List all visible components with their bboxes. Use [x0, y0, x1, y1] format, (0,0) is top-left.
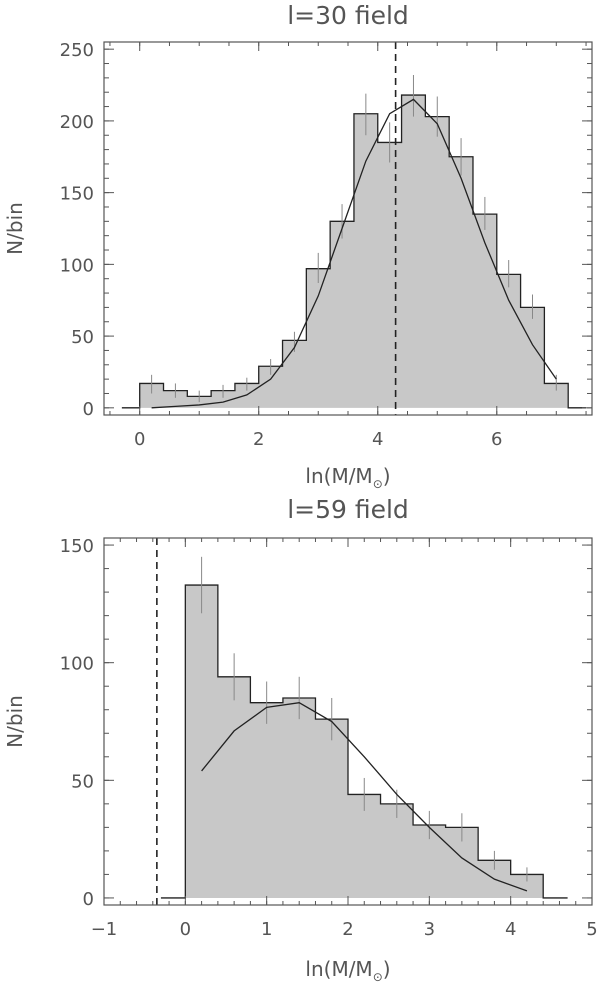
- y-tick-label: 0: [83, 889, 94, 910]
- x-axis-label-close: ): [383, 464, 391, 488]
- y-tick-label: 50: [71, 771, 94, 792]
- chart-title: l=30 field: [287, 1, 409, 30]
- x-tick-label: 1: [261, 919, 272, 940]
- x-tick-label: −1: [91, 919, 118, 940]
- x-axis-label-close: ): [383, 957, 391, 981]
- x-tick-label: 5: [586, 919, 597, 940]
- x-tick-label: 0: [180, 919, 191, 940]
- histogram-fill: [185, 585, 544, 898]
- y-axis-label: N/bin: [3, 695, 27, 748]
- x-tick-label: 3: [424, 919, 435, 940]
- x-tick-label: 2: [253, 429, 264, 450]
- x-tick-label: 2: [342, 919, 353, 940]
- y-tick-label: 50: [71, 327, 94, 348]
- y-tick-label: 150: [60, 184, 94, 205]
- x-axis-label: ln(M/M⊙): [305, 957, 390, 983]
- x-axis-label-subscript: ⊙: [373, 970, 383, 983]
- x-tick-label: 0: [134, 429, 145, 450]
- chart-title: l=59 field: [287, 495, 409, 524]
- chart-panel-1: 0 2 4 6 0 50 100 150 200 250 l=30 field ln(M/M⊙) N/b…: [3, 1, 593, 491]
- x-tick-label: 4: [505, 919, 516, 940]
- x-tick-label: 4: [372, 429, 383, 450]
- y-tick-label: 150: [60, 536, 94, 557]
- x-axis-label-main: ln(M/M: [305, 957, 372, 981]
- y-tick-label: 100: [60, 654, 94, 675]
- y-tick-label: 250: [60, 40, 94, 61]
- y-tick-label: 100: [60, 255, 94, 276]
- y-tick-label: 200: [60, 112, 94, 133]
- x-axis-label-subscript: ⊙: [373, 477, 383, 491]
- x-axis-label: ln(M/M⊙): [305, 464, 390, 491]
- y-axis-label: N/bin: [3, 202, 27, 255]
- x-axis-label-main: ln(M/M: [305, 464, 372, 488]
- y-tick-label: 0: [83, 399, 94, 420]
- model-curve: [201, 702, 528, 892]
- model-curve: [151, 98, 557, 409]
- x-tick-label: 6: [491, 429, 502, 450]
